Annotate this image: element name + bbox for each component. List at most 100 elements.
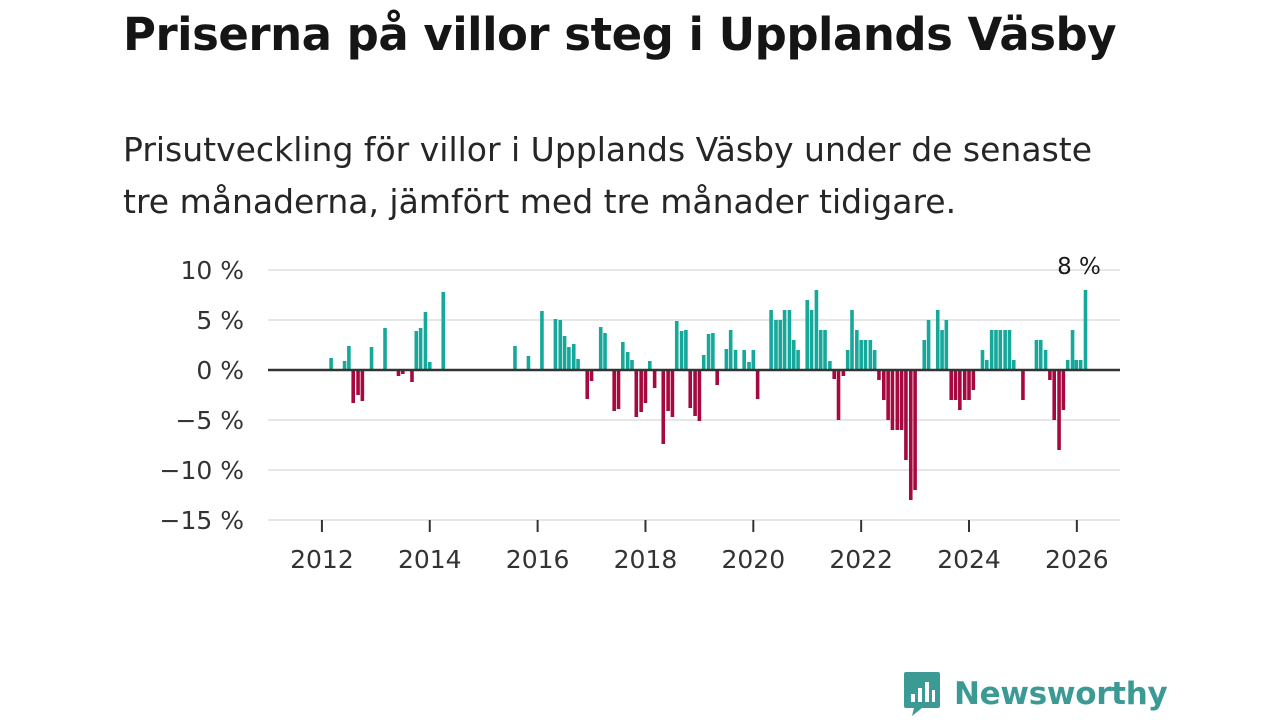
bar-negative <box>652 370 657 388</box>
bar-positive <box>926 320 931 370</box>
bar-positive <box>998 330 1003 370</box>
bar-positive <box>342 361 347 370</box>
bar-positive <box>647 361 652 370</box>
bar-positive <box>1043 350 1048 370</box>
bar-negative <box>639 370 643 412</box>
bar-positive <box>985 360 989 370</box>
chart-subtitle: Prisutveckling för villor i Upplands Väs… <box>123 124 1203 228</box>
bar-positive <box>1034 340 1039 370</box>
bars <box>329 290 1088 500</box>
subtitle-line-1: Prisutveckling för villor i Upplands Väs… <box>123 130 1093 169</box>
bar-negative <box>1052 370 1057 420</box>
bar-positive <box>1074 360 1079 370</box>
bar-positive <box>576 359 580 370</box>
bar-positive <box>562 336 567 370</box>
bar-positive <box>814 290 819 370</box>
bar-negative <box>953 370 958 400</box>
bar-positive <box>1065 360 1070 370</box>
bar-positive <box>769 310 773 370</box>
bar-positive <box>603 333 607 370</box>
bar-positive <box>598 327 603 370</box>
bar-negative <box>908 370 913 500</box>
bar-positive <box>414 331 419 370</box>
bar-positive <box>787 310 792 370</box>
bar-positive <box>728 330 733 370</box>
y-tick-label: 5 % <box>196 306 244 335</box>
bar-negative <box>958 370 962 410</box>
bar-positive <box>625 352 630 370</box>
bar-negative <box>697 370 702 421</box>
x-tick-label: 2026 <box>1045 545 1109 574</box>
bar-positive <box>828 361 832 370</box>
bar-positive <box>778 320 783 370</box>
bar-negative <box>612 370 616 411</box>
bar-positive <box>818 330 823 370</box>
bar-positive <box>706 334 711 370</box>
bar-positive <box>630 360 634 370</box>
bar-negative <box>886 370 890 420</box>
bar-negative <box>882 370 886 400</box>
bar-negative <box>1021 370 1025 400</box>
y-tick-label: 10 % <box>180 256 244 285</box>
bar-negative <box>899 370 904 430</box>
bar-positive <box>774 320 778 370</box>
bar-positive <box>621 342 625 370</box>
y-tick-label: −15 % <box>160 506 244 535</box>
bar-positive <box>850 310 854 370</box>
bar-positive <box>701 355 706 370</box>
last-value-annotation: 8 % <box>1057 254 1101 280</box>
y-tick-label: −10 % <box>160 456 244 485</box>
bar-negative <box>913 370 917 490</box>
y-tick-label: −5 % <box>175 406 244 435</box>
bar-positive <box>1003 330 1007 370</box>
bar-negative <box>410 370 414 382</box>
bar-positive <box>863 340 868 370</box>
bar-positive <box>567 347 571 370</box>
axis-labels: 10 % 5 % 0 % −5 % −10 % −15 % 2012 2014 2016 2018… <box>160 254 1109 574</box>
newsworthy-logo[interactable]: Newsworthy <box>902 670 1168 718</box>
bar-positive <box>855 330 859 370</box>
bar-positive <box>742 350 746 370</box>
x-tick-label: 2020 <box>722 545 786 574</box>
x-tick-label: 2016 <box>506 545 570 574</box>
bar-negative <box>755 370 760 399</box>
bar-negative <box>688 370 693 408</box>
bar-positive <box>418 328 423 370</box>
bar-positive <box>1007 330 1012 370</box>
bar-positive <box>441 292 446 370</box>
x-tick-label: 2022 <box>829 545 893 574</box>
bar-negative <box>634 370 639 417</box>
bar-negative <box>589 370 594 381</box>
bar-positive <box>711 333 715 370</box>
bar-positive <box>845 350 850 370</box>
bar-positive <box>1038 340 1043 370</box>
bar-negative <box>715 370 719 385</box>
bar-positive <box>796 350 800 370</box>
bar-negative <box>401 370 405 374</box>
bar-positive <box>571 344 576 370</box>
bar-negative <box>666 370 670 411</box>
bar-negative <box>1061 370 1066 410</box>
bar-positive <box>329 358 333 370</box>
bar-positive <box>1078 360 1083 370</box>
bar-negative <box>904 370 908 460</box>
x-tick-label: 2014 <box>398 545 462 574</box>
bar-negative <box>396 370 401 376</box>
x-tick-label: 2012 <box>290 545 354 574</box>
bar-positive <box>347 346 351 370</box>
bar-negative <box>841 370 846 376</box>
bar-positive <box>679 331 684 370</box>
bar-positive <box>868 340 873 370</box>
bar-positive <box>859 340 863 370</box>
brand-name: Newsworthy <box>954 676 1168 712</box>
bar-positive <box>747 362 751 370</box>
newsworthy-logo-icon <box>904 672 940 716</box>
bar-positive <box>805 300 810 370</box>
x-tick-label: 2018 <box>614 545 678 574</box>
bar-negative <box>836 370 841 420</box>
bar-positive <box>558 320 563 370</box>
bar-positive <box>674 321 679 370</box>
bar-negative <box>643 370 648 403</box>
bar-positive <box>553 319 558 370</box>
